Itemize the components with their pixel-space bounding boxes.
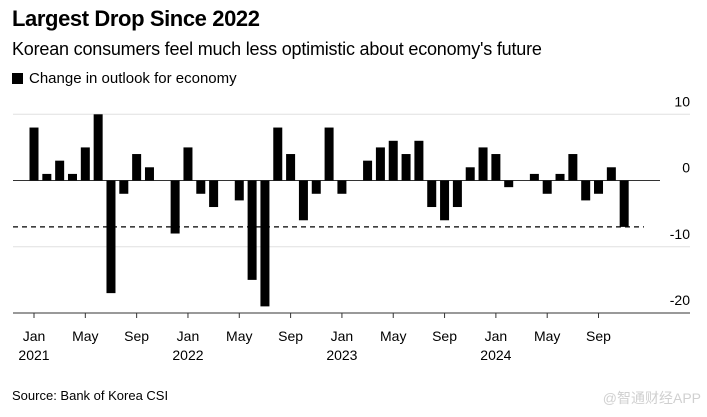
bar	[42, 173, 52, 181]
y-tick-label: 10	[674, 93, 690, 109]
bar	[170, 180, 180, 234]
bar	[478, 147, 488, 181]
bar	[247, 180, 257, 280]
legend: Change in outlook for economy	[12, 70, 237, 87]
bar	[465, 167, 475, 181]
bar	[324, 127, 334, 181]
bar	[209, 180, 219, 208]
bar	[119, 180, 129, 194]
chart-title: Largest Drop Since 2022	[12, 6, 260, 31]
x-tick-label-month: Jan	[331, 328, 354, 344]
bar	[311, 180, 321, 194]
bar	[337, 180, 347, 194]
bar	[568, 154, 578, 181]
bar	[529, 173, 539, 181]
bar	[606, 167, 616, 181]
x-tick-label-month: May	[226, 328, 252, 344]
bar	[144, 167, 154, 181]
x-tick-label-month: Sep	[278, 328, 303, 344]
bar	[375, 147, 385, 181]
bar	[594, 180, 604, 194]
y-tick-label: -10	[670, 226, 690, 242]
y-tick-label: 0	[682, 160, 690, 176]
bar	[196, 180, 206, 194]
bars	[29, 114, 629, 307]
x-axis: Jan 2021 May Sep Jan 2022 May Sep Jan 2023 May Sep J…	[13, 312, 690, 363]
x-tick-label-month: May	[72, 328, 98, 344]
watermark: @智通财经APP	[602, 390, 701, 406]
x-tick-label-month: Jan	[485, 328, 508, 344]
bar	[183, 147, 193, 181]
legend-label: Change in outlook for economy	[29, 70, 237, 87]
bar	[286, 154, 296, 181]
y-axis-labels: 10 0 -10 -20	[670, 93, 690, 308]
bar	[80, 147, 90, 181]
bar	[452, 180, 462, 208]
y-tick-label: -20	[670, 292, 690, 308]
bar	[363, 160, 373, 181]
bar	[388, 140, 398, 181]
x-tick-label-year: 2022	[172, 347, 203, 363]
bar	[504, 180, 514, 188]
bar	[427, 180, 437, 208]
bar	[55, 160, 65, 181]
bar	[234, 180, 244, 201]
x-tick-label-month: Sep	[586, 328, 611, 344]
bar	[414, 140, 424, 181]
bar	[273, 127, 283, 181]
x-tick-label-month: Sep	[124, 328, 149, 344]
bar	[67, 173, 77, 181]
x-tick-label-month: May	[380, 328, 406, 344]
bar	[555, 173, 565, 181]
x-tick-label-year: 2023	[326, 347, 357, 363]
bar	[132, 154, 142, 181]
bar	[29, 127, 39, 181]
x-tick-label-year: 2021	[18, 347, 49, 363]
x-tick-label-month: Jan	[23, 328, 46, 344]
bar	[106, 180, 116, 294]
bar	[542, 180, 552, 194]
chart-subtitle: Korean consumers feel much less optimist…	[12, 39, 542, 59]
bar	[619, 180, 629, 227]
x-tick-label-month: May	[534, 328, 560, 344]
bar	[581, 180, 591, 201]
bar	[260, 180, 270, 307]
bar	[440, 180, 450, 221]
source-note: Source: Bank of Korea CSI	[12, 388, 169, 403]
x-tick-label-month: Sep	[432, 328, 457, 344]
bar	[298, 180, 308, 221]
x-tick-label-year: 2024	[480, 347, 511, 363]
x-tick-label-month: Jan	[177, 328, 200, 344]
bar	[491, 154, 501, 181]
bar	[401, 154, 411, 181]
legend-swatch-icon	[12, 73, 23, 84]
bar	[93, 114, 103, 181]
